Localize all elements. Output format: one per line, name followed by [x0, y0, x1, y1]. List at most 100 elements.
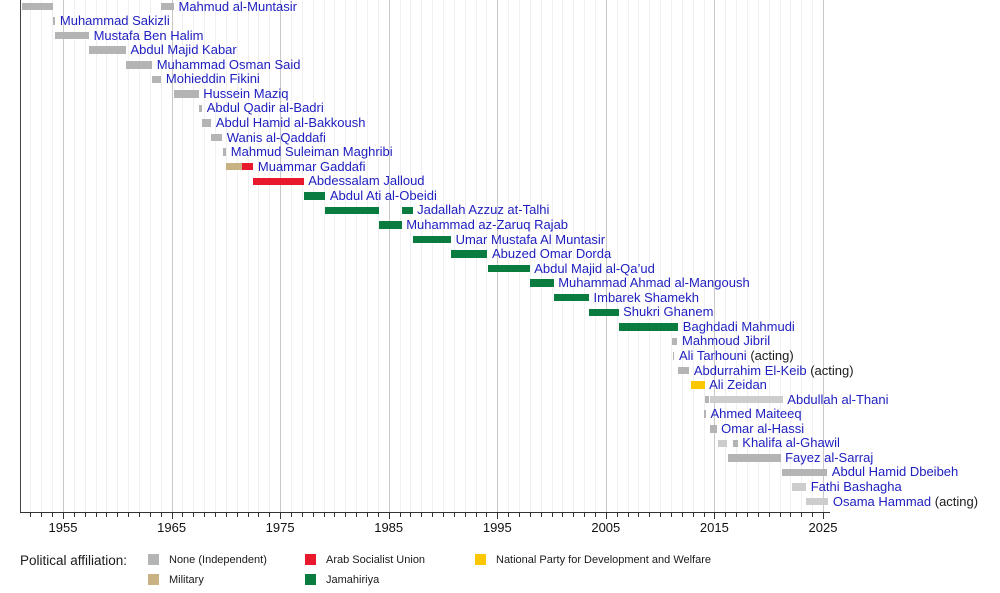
- axis-tick-minor: [258, 513, 260, 517]
- axis-tick-label: 2025: [808, 520, 838, 535]
- pm-name-label[interactable]: Hussein Maziq: [203, 85, 289, 101]
- pm-name-label[interactable]: Muhammad Ahmad al-Mangoush: [558, 276, 750, 290]
- pm-name[interactable]: Muhammad Ahmad al-Mangoush: [558, 275, 750, 291]
- pm-name[interactable]: Omar al-Hassi: [721, 420, 805, 436]
- pm-name[interactable]: Mustafa Ben Halim: [93, 27, 204, 43]
- pm-name-label[interactable]: Ahmed Maiteeq: [711, 407, 802, 421]
- axis-tick-minor: [236, 513, 238, 517]
- pm-name[interactable]: Imbarek Shamekh: [593, 289, 700, 305]
- timeline-bar: [709, 395, 783, 404]
- pm-name[interactable]: Muhammad Sakizli: [59, 13, 170, 29]
- pm-name-label[interactable]: Abdullah al-Thani: [787, 391, 889, 407]
- pm-name-label[interactable]: Imbarek Shamekh: [593, 289, 700, 305]
- pm-name-label[interactable]: Ali Tarhouni (acting): [679, 347, 794, 363]
- pm-name[interactable]: Jadallah Azzuz at-Talhi: [417, 202, 550, 218]
- gridline-year: [432, 0, 434, 512]
- pm-name-label[interactable]: Ali Zeidan: [709, 378, 767, 392]
- axis-tick-minor: [638, 513, 640, 517]
- pm-name-label[interactable]: Jadallah Azzuz at-Talhi: [417, 203, 549, 217]
- axis-tick-minor: [225, 513, 227, 517]
- pm-name-label[interactable]: Abuzed Omar Dorda: [492, 247, 611, 261]
- pm-name-label[interactable]: Mahmud Suleiman Maghribi: [231, 145, 393, 159]
- pm-name[interactable]: Abdul Hamid Dbeibeh: [831, 464, 959, 480]
- pm-name[interactable]: Muammar Gaddafi: [257, 158, 366, 174]
- pm-name[interactable]: Hussein Maziq: [203, 85, 289, 101]
- pm-name-label[interactable]: Fayez al-Sarraj: [785, 449, 874, 465]
- gridline-decade: [497, 0, 499, 512]
- gridline-year: [671, 0, 672, 512]
- gridline-year: [508, 0, 510, 512]
- timeline-bar: [618, 323, 679, 331]
- gridline-year: [801, 0, 803, 512]
- axis-tick-minor: [30, 513, 32, 517]
- timeline-bar: [53, 17, 56, 25]
- pm-name-label[interactable]: Baghdadi Mahmudi: [682, 318, 795, 334]
- pm-name[interactable]: Wanis al-Qaddafi: [226, 129, 326, 145]
- pm-name[interactable]: Abdul Majid al-Qa’ud: [534, 260, 655, 276]
- legend-swatch: [148, 554, 159, 565]
- axis-tick-minor: [84, 513, 86, 517]
- pm-name-label[interactable]: Abdul Majid Kabar: [131, 43, 237, 57]
- pm-name-label[interactable]: Abdurrahim El-Keib (acting): [693, 362, 854, 378]
- pm-name-suffix: (acting): [806, 362, 854, 378]
- axis-tick-minor: [52, 513, 54, 517]
- timeline-bar: [126, 61, 153, 69]
- pm-name-label[interactable]: Muammar Gaddafi: [257, 158, 366, 174]
- pm-name[interactable]: Abdessalam Jalloud: [308, 173, 425, 189]
- pm-name[interactable]: Fayez al-Sarraj: [785, 449, 874, 465]
- pm-name-label[interactable]: Mohieddin Fikini: [166, 72, 260, 86]
- pm-name-label[interactable]: Muhammad Osman Said: [156, 56, 301, 72]
- pm-name[interactable]: Muhammad az-Zaruq Rajab: [406, 216, 569, 232]
- pm-name[interactable]: Abdul Ati al-Obeidi: [329, 187, 437, 203]
- pm-name[interactable]: Ali Zeidan: [709, 377, 767, 393]
- pm-name-label[interactable]: Abdessalam Jalloud: [308, 174, 424, 188]
- pm-name[interactable]: Mahmud Suleiman Maghribi: [230, 144, 393, 160]
- pm-name[interactable]: Osama Hammad: [832, 493, 932, 509]
- timeline-bar: [378, 221, 402, 229]
- pm-name[interactable]: Abdul Qadir al-Badri: [206, 100, 324, 116]
- pm-name[interactable]: Khalifa al-Ghawil: [742, 435, 840, 451]
- axis-tick-minor: [671, 513, 672, 517]
- pm-name-label[interactable]: Muhammad Sakizli: [60, 14, 170, 28]
- pm-name[interactable]: Abdul Hamid al-Bakkoush: [215, 115, 366, 130]
- timeline-bar: [198, 104, 203, 113]
- pm-name-label[interactable]: Osama Hammad (acting): [832, 493, 978, 509]
- axis-tick-minor: [464, 513, 466, 517]
- pm-name[interactable]: Mohieddin Fikini: [165, 71, 260, 87]
- axis-tick-minor: [529, 513, 531, 517]
- x-axis-line: [20, 512, 830, 513]
- pm-name[interactable]: Abdullah al-Thani: [787, 391, 889, 407]
- pm-name[interactable]: Fathi Bashagha: [810, 479, 902, 494]
- pm-name[interactable]: Abuzed Omar Dorda: [492, 246, 612, 261]
- pm-name-label[interactable]: Abdul Qadir al-Badri: [207, 101, 324, 115]
- pm-name-label[interactable]: Shukri Ghanem: [623, 305, 713, 319]
- gridline-year: [73, 0, 75, 512]
- pm-name-label[interactable]: Abdul Majid al-Qa’ud: [534, 260, 655, 276]
- pm-name-label[interactable]: Abdul Hamid al-Bakkoush: [216, 116, 366, 130]
- axis-tick-minor: [399, 513, 401, 517]
- pm-name-label[interactable]: Fathi Bashagha: [811, 480, 902, 494]
- pm-name-label[interactable]: Abdul Ati al-Obeidi: [329, 187, 437, 203]
- pm-name[interactable]: Mahmoud Jibril: [682, 333, 771, 349]
- pm-name-label[interactable]: Muhammad az-Zaruq Rajab: [406, 216, 569, 232]
- pm-name-label[interactable]: Abdul Hamid Dbeibeh: [832, 465, 958, 479]
- pm-name-label[interactable]: Mustafa Ben Halim: [93, 27, 204, 43]
- pm-name[interactable]: Abdul Majid Kabar: [130, 42, 237, 58]
- pm-name-label[interactable]: Mahmud al-Muntasir: [179, 0, 298, 14]
- pm-name-label[interactable]: Wanis al-Qaddafi: [226, 129, 326, 145]
- pm-name[interactable]: Umar Mustafa Al Muntasir: [455, 231, 606, 247]
- pm-name[interactable]: Baghdadi Mahmudi: [682, 318, 795, 334]
- pm-name[interactable]: Mahmud al-Muntasir: [178, 0, 298, 14]
- pm-name[interactable]: Abdurrahim El-Keib: [693, 362, 807, 378]
- pm-name[interactable]: Shukri Ghanem: [623, 304, 714, 320]
- pm-name[interactable]: Muhammad Osman Said: [156, 56, 301, 72]
- pm-name-label[interactable]: Mahmoud Jibril: [682, 334, 770, 348]
- gridline-year: [584, 0, 586, 512]
- pm-name-label[interactable]: Umar Mustafa Al Muntasir: [455, 231, 606, 247]
- pm-name-label[interactable]: Omar al-Hassi: [721, 420, 805, 436]
- pm-name[interactable]: Ali Tarhouni: [679, 347, 747, 363]
- pm-name[interactable]: Ahmed Maiteeq: [710, 406, 802, 422]
- gridline-year: [692, 0, 694, 512]
- axis-tick-minor: [453, 513, 455, 517]
- pm-name-label[interactable]: Khalifa al-Ghawil: [742, 436, 840, 450]
